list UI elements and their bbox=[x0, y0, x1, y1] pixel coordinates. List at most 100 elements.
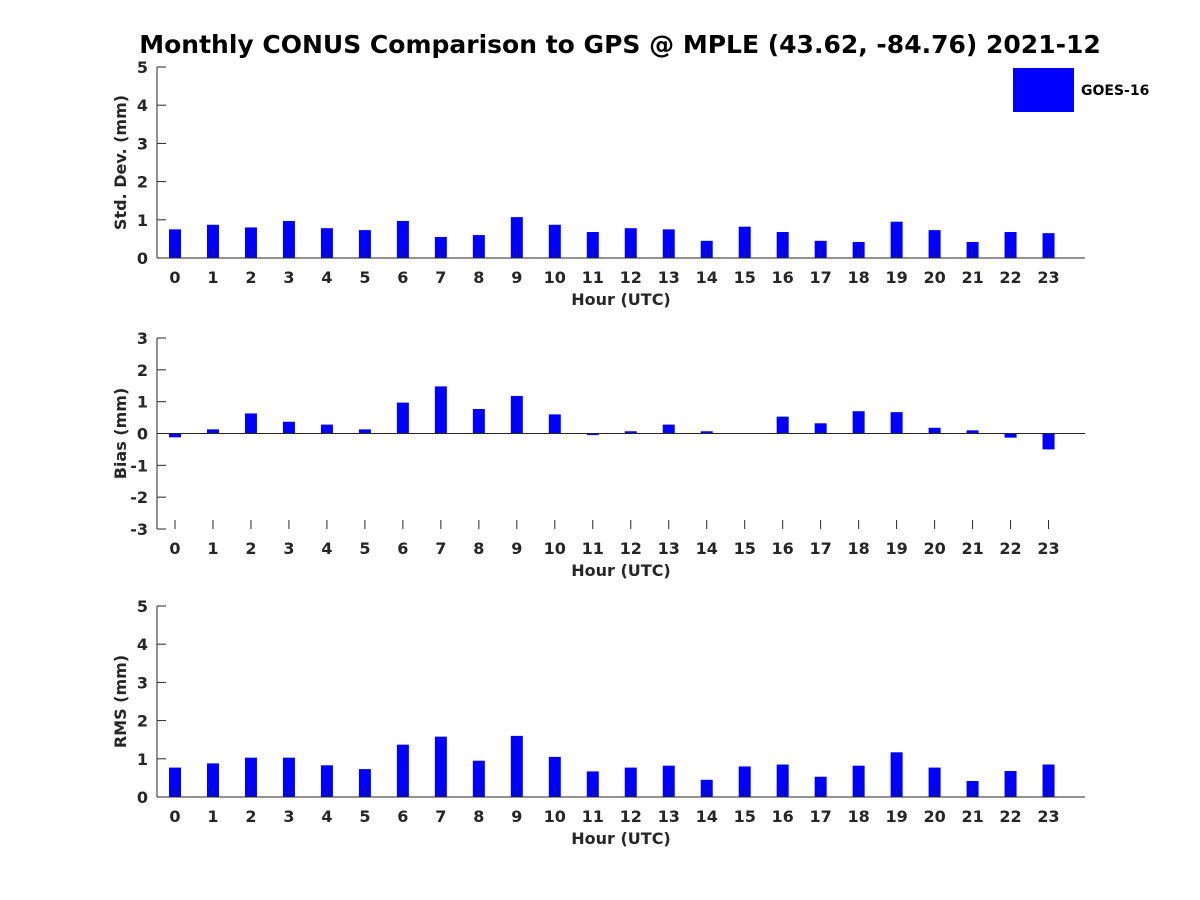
bar bbox=[510, 217, 523, 258]
bar bbox=[548, 414, 561, 434]
bar bbox=[852, 411, 865, 434]
x-tick-label: 10 bbox=[544, 539, 566, 558]
y-tick-label: 2 bbox=[137, 712, 148, 731]
x-tick-label: 3 bbox=[283, 268, 294, 287]
bar bbox=[928, 767, 941, 797]
x-tick-label: 12 bbox=[620, 539, 642, 558]
bar bbox=[358, 429, 371, 434]
bar bbox=[586, 771, 599, 797]
x-tick-label: 21 bbox=[961, 807, 983, 826]
x-tick-label: 18 bbox=[848, 807, 870, 826]
x-tick-label: 23 bbox=[1037, 539, 1059, 558]
x-tick-label: 23 bbox=[1037, 268, 1059, 287]
x-tick-label: 20 bbox=[923, 268, 945, 287]
x-tick-label: 20 bbox=[923, 539, 945, 558]
x-tick-label: 15 bbox=[734, 807, 756, 826]
x-tick-label: 5 bbox=[359, 539, 370, 558]
y-tick-label: -2 bbox=[130, 488, 148, 507]
x-tick-label: 12 bbox=[620, 807, 642, 826]
x-tick-label: 7 bbox=[435, 807, 446, 826]
bar bbox=[282, 220, 295, 258]
x-tick-label: 6 bbox=[397, 268, 408, 287]
bar bbox=[776, 764, 789, 797]
y-tick-label: 3 bbox=[137, 329, 148, 348]
y-tick-label: 2 bbox=[137, 361, 148, 380]
bar bbox=[396, 744, 409, 797]
bar bbox=[890, 752, 903, 797]
bar bbox=[738, 766, 751, 797]
x-tick-label: 22 bbox=[999, 807, 1021, 826]
x-tick-label: 5 bbox=[359, 268, 370, 287]
x-tick-label: 7 bbox=[435, 539, 446, 558]
bar bbox=[169, 229, 181, 258]
x-tick-label: 18 bbox=[848, 539, 870, 558]
x-tick-label: 5 bbox=[359, 807, 370, 826]
bar bbox=[244, 227, 257, 258]
bar bbox=[206, 224, 219, 258]
y-tick-label: 0 bbox=[137, 788, 148, 807]
x-tick-label: 6 bbox=[397, 539, 408, 558]
bar bbox=[1004, 232, 1017, 258]
bar bbox=[814, 776, 827, 797]
bar bbox=[1004, 433, 1017, 438]
x-axis-label: Hour (UTC) bbox=[571, 561, 671, 580]
x-tick-label: 8 bbox=[473, 268, 484, 287]
y-tick-label: -3 bbox=[130, 520, 148, 539]
x-tick-label: 4 bbox=[321, 268, 332, 287]
x-tick-label: 11 bbox=[582, 539, 604, 558]
bar bbox=[472, 235, 485, 258]
bar bbox=[510, 735, 523, 797]
y-tick-label: 1 bbox=[137, 393, 148, 412]
x-tick-label: 7 bbox=[435, 268, 446, 287]
x-tick-label: 16 bbox=[772, 807, 794, 826]
bar bbox=[548, 756, 561, 797]
y-axis-label: Std. Dev. (mm) bbox=[111, 95, 130, 230]
bar bbox=[169, 767, 181, 797]
x-tick-label: 22 bbox=[999, 268, 1021, 287]
bar bbox=[966, 430, 979, 434]
x-tick-label: 10 bbox=[544, 268, 566, 287]
bar bbox=[244, 413, 257, 434]
x-tick-label: 2 bbox=[245, 807, 256, 826]
x-tick-label: 10 bbox=[544, 807, 566, 826]
chart-title: Monthly CONUS Comparison to GPS @ MPLE (… bbox=[139, 30, 1101, 59]
y-axis-label: Bias (mm) bbox=[111, 388, 130, 480]
x-tick-label: 11 bbox=[582, 807, 604, 826]
bar bbox=[358, 769, 371, 797]
x-tick-label: 20 bbox=[923, 807, 945, 826]
x-axis-label: Hour (UTC) bbox=[571, 829, 671, 848]
x-tick-label: 17 bbox=[810, 539, 832, 558]
bar bbox=[928, 427, 941, 434]
bar bbox=[624, 767, 637, 797]
bar bbox=[1042, 233, 1055, 258]
x-tick-label: 0 bbox=[169, 539, 180, 558]
y-tick-label: -1 bbox=[130, 456, 148, 475]
bar bbox=[510, 395, 523, 434]
bar bbox=[434, 386, 447, 434]
bar bbox=[890, 412, 903, 434]
bar bbox=[928, 230, 941, 258]
bar bbox=[320, 765, 333, 797]
bar bbox=[396, 220, 409, 258]
x-tick-label: 18 bbox=[848, 268, 870, 287]
y-tick-label: 5 bbox=[137, 597, 148, 616]
legend: GOES-16 bbox=[1013, 68, 1149, 112]
x-tick-label: 13 bbox=[658, 807, 680, 826]
x-tick-label: 1 bbox=[207, 539, 218, 558]
bar bbox=[624, 228, 637, 258]
x-tick-label: 19 bbox=[885, 539, 907, 558]
y-tick-label: 5 bbox=[137, 58, 148, 77]
x-tick-label: 13 bbox=[658, 268, 680, 287]
bar bbox=[1004, 771, 1017, 797]
bar bbox=[320, 228, 333, 258]
y-tick-label: 3 bbox=[137, 673, 148, 692]
y-tick-label: 1 bbox=[137, 750, 148, 769]
bar bbox=[586, 232, 599, 258]
bar bbox=[206, 429, 219, 434]
bar bbox=[890, 221, 903, 258]
x-tick-label: 19 bbox=[885, 268, 907, 287]
bar bbox=[586, 433, 599, 436]
